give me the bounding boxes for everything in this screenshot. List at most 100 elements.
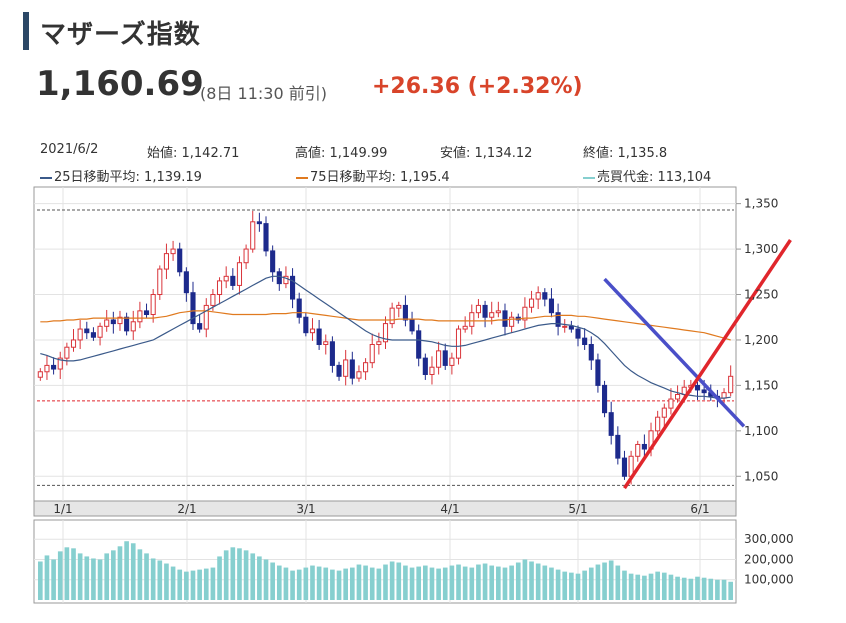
volume-bar bbox=[469, 567, 475, 600]
y-tick-label: 1,200 bbox=[744, 333, 778, 347]
volume-bar bbox=[661, 572, 667, 600]
volume-bar bbox=[456, 564, 461, 600]
volume-axis-labels: 300,000 200,000 100,000 bbox=[744, 532, 794, 587]
ma25-line bbox=[40, 275, 731, 399]
volume-bar bbox=[642, 575, 647, 600]
page-title: マザーズ指数 bbox=[40, 20, 201, 50]
date-axis-band bbox=[33, 500, 737, 517]
candle-body bbox=[130, 321, 136, 332]
volume-bar bbox=[555, 569, 561, 600]
y-tick-label: 1,300 bbox=[744, 242, 778, 256]
candle-body bbox=[509, 316, 515, 327]
volume-bar bbox=[509, 565, 514, 600]
trend-lines bbox=[603, 239, 792, 490]
volume-bar bbox=[137, 549, 143, 600]
volume-bar bbox=[442, 567, 448, 600]
volume-bar bbox=[502, 567, 508, 600]
volume-bar bbox=[582, 570, 587, 600]
volume-bar bbox=[655, 571, 660, 600]
x-axis-labels: 1/1 2/1 3/1 4/1 5/1 6/1 bbox=[53, 502, 709, 516]
candle-body bbox=[70, 339, 77, 348]
candle-body bbox=[323, 341, 329, 345]
candle-body bbox=[51, 364, 57, 370]
candle-body bbox=[57, 357, 63, 370]
index-price: 1,160.69 bbox=[36, 64, 204, 104]
candle-body bbox=[363, 362, 369, 373]
volume-bar bbox=[535, 563, 541, 600]
candle-body bbox=[389, 307, 395, 325]
info-open: 始値: 1,142.71 bbox=[147, 146, 240, 161]
volume-bar bbox=[237, 548, 242, 600]
ma75-swatch-icon bbox=[296, 176, 308, 179]
volume-bar bbox=[476, 564, 481, 600]
volume-bar bbox=[542, 565, 548, 600]
candle-body bbox=[44, 364, 50, 373]
candle-body bbox=[329, 341, 335, 366]
volume-bar bbox=[549, 567, 554, 600]
volume-bar bbox=[389, 561, 395, 600]
candle-body bbox=[436, 350, 442, 368]
candle-body bbox=[230, 275, 236, 286]
volume-bar bbox=[336, 570, 342, 600]
price-plot-frame bbox=[33, 186, 737, 517]
candle-body bbox=[495, 310, 501, 314]
candle-body bbox=[694, 384, 701, 391]
candle-body bbox=[290, 275, 296, 300]
volume-bar bbox=[675, 576, 680, 600]
candle-body bbox=[90, 332, 96, 338]
legend-ma25-label: 25日移動平均: 1,139.19 bbox=[54, 170, 202, 185]
candle-body bbox=[157, 268, 163, 296]
info-low: 安値: 1,134.12 bbox=[440, 146, 533, 161]
volume-bar bbox=[608, 560, 614, 600]
volume-bar bbox=[595, 564, 601, 600]
ma25-swatch-icon bbox=[40, 176, 52, 179]
candle-body bbox=[469, 312, 475, 327]
volume-bar bbox=[515, 562, 521, 600]
volume-bar bbox=[695, 576, 700, 600]
volume-bar bbox=[51, 559, 56, 600]
volume-bar bbox=[124, 541, 129, 600]
candle-body bbox=[150, 294, 156, 316]
reference-lines bbox=[37, 209, 734, 486]
candle-body bbox=[243, 248, 249, 264]
volume-bar bbox=[71, 548, 76, 600]
volume-bar bbox=[323, 567, 329, 600]
candle-body bbox=[548, 298, 555, 314]
volume-bar bbox=[157, 560, 163, 600]
volume-bar bbox=[130, 543, 136, 600]
volume-bar bbox=[449, 565, 455, 600]
ma75-line bbox=[40, 310, 731, 341]
candle-body bbox=[562, 325, 568, 328]
volume-bar bbox=[270, 562, 275, 600]
volume-bar bbox=[217, 556, 222, 600]
candle-body bbox=[675, 393, 681, 400]
volume-bar bbox=[622, 570, 627, 600]
volume-bar bbox=[170, 566, 176, 600]
candle-body bbox=[429, 366, 435, 375]
trend-line-up bbox=[623, 239, 792, 490]
y-tick-label: 1,150 bbox=[744, 378, 778, 392]
legend-ma75-label: 75日移動平均: 1,195.4 bbox=[310, 170, 450, 185]
volume-bar bbox=[263, 559, 269, 600]
candle-body bbox=[542, 292, 548, 300]
info-close: 終値: 1,135.8 bbox=[583, 146, 668, 161]
candle-body bbox=[316, 328, 322, 345]
volume-bar bbox=[343, 568, 348, 600]
candle-body bbox=[336, 364, 342, 377]
candle-body bbox=[568, 325, 574, 330]
volume-bar bbox=[177, 569, 183, 600]
candle-body bbox=[309, 328, 316, 334]
price-change: +26.36 (+2.32%) bbox=[372, 74, 583, 99]
y-axis-labels: 1,350 1,300 1,250 1,200 1,150 1,100 1,050 bbox=[744, 197, 778, 484]
candle-body bbox=[197, 323, 203, 330]
candle-body bbox=[621, 457, 628, 477]
volume-bar bbox=[77, 553, 83, 600]
candle-body bbox=[635, 443, 641, 457]
candle-body bbox=[84, 328, 90, 334]
volume-bar bbox=[316, 566, 322, 600]
y-tick-label: 1,250 bbox=[744, 288, 778, 302]
volume-bar bbox=[635, 574, 641, 600]
volume-bar bbox=[150, 558, 156, 600]
candle-body bbox=[528, 298, 535, 308]
volume-bar bbox=[310, 565, 315, 600]
